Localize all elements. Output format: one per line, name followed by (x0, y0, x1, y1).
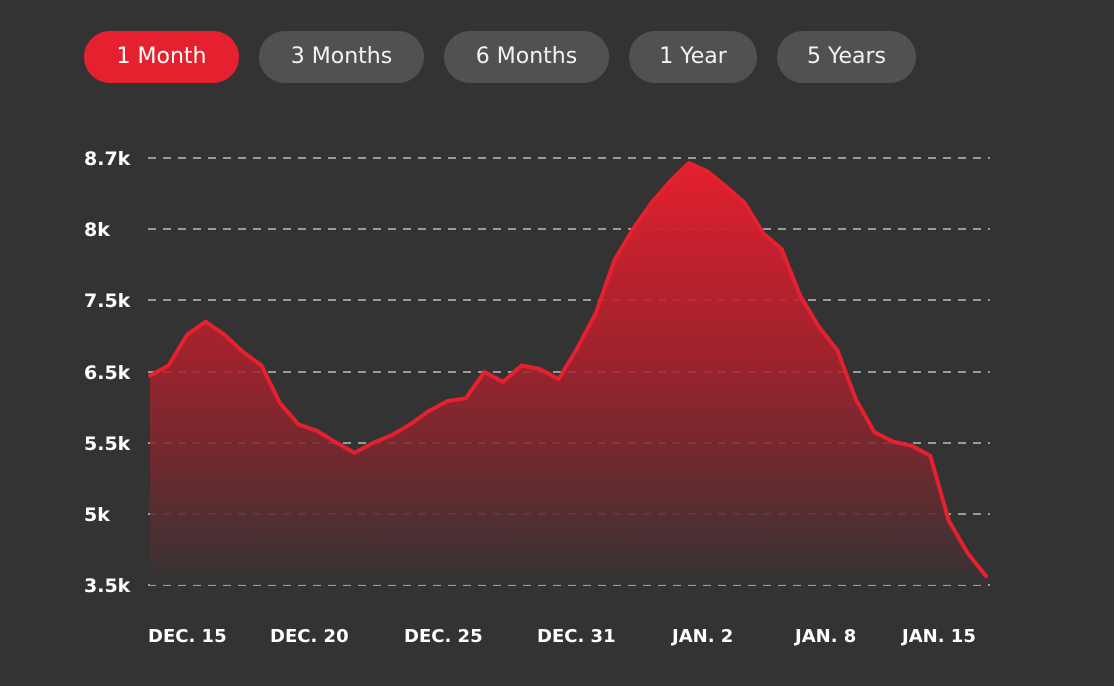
x-tick-label: DEC. 25 (404, 626, 483, 647)
series-area-fill (150, 163, 986, 585)
y-tick-label: 7.5k (84, 290, 131, 312)
x-tick-label: DEC. 20 (270, 626, 349, 647)
x-tick-label: DEC. 31 (537, 626, 616, 647)
tab-1-month[interactable]: 1 Month (84, 31, 239, 83)
x-tick-label: JAN. 15 (900, 626, 976, 647)
time-range-selector: 1 Month 3 Months 6 Months 1 Year 5 Years (0, 0, 1114, 110)
tab-6-months[interactable]: 6 Months (444, 31, 609, 83)
x-tick-label: JAN. 8 (793, 626, 856, 647)
y-axis-ticks: 8.7k 8k 7.5k 6.5k 5.5k 5k 3.5k (84, 148, 131, 597)
y-tick-label: 3.5k (84, 575, 131, 597)
y-tick-label: 5.5k (84, 433, 131, 455)
y-tick-label: 8k (84, 219, 110, 241)
x-tick-label: JAN. 2 (670, 626, 733, 647)
tab-5-years[interactable]: 5 Years (777, 31, 916, 83)
y-tick-label: 5k (84, 504, 110, 526)
x-axis-ticks: DEC. 15 DEC. 20 DEC. 25 DEC. 31 JAN. 2 JAN. 8… (148, 626, 976, 647)
tab-3-months[interactable]: 3 Months (259, 31, 424, 83)
y-tick-label: 8.7k (84, 148, 131, 170)
x-tick-label: DEC. 15 (148, 626, 227, 647)
y-tick-label: 6.5k (84, 362, 131, 384)
tab-1-year[interactable]: 1 Year (629, 31, 757, 83)
series-line (148, 161, 988, 578)
